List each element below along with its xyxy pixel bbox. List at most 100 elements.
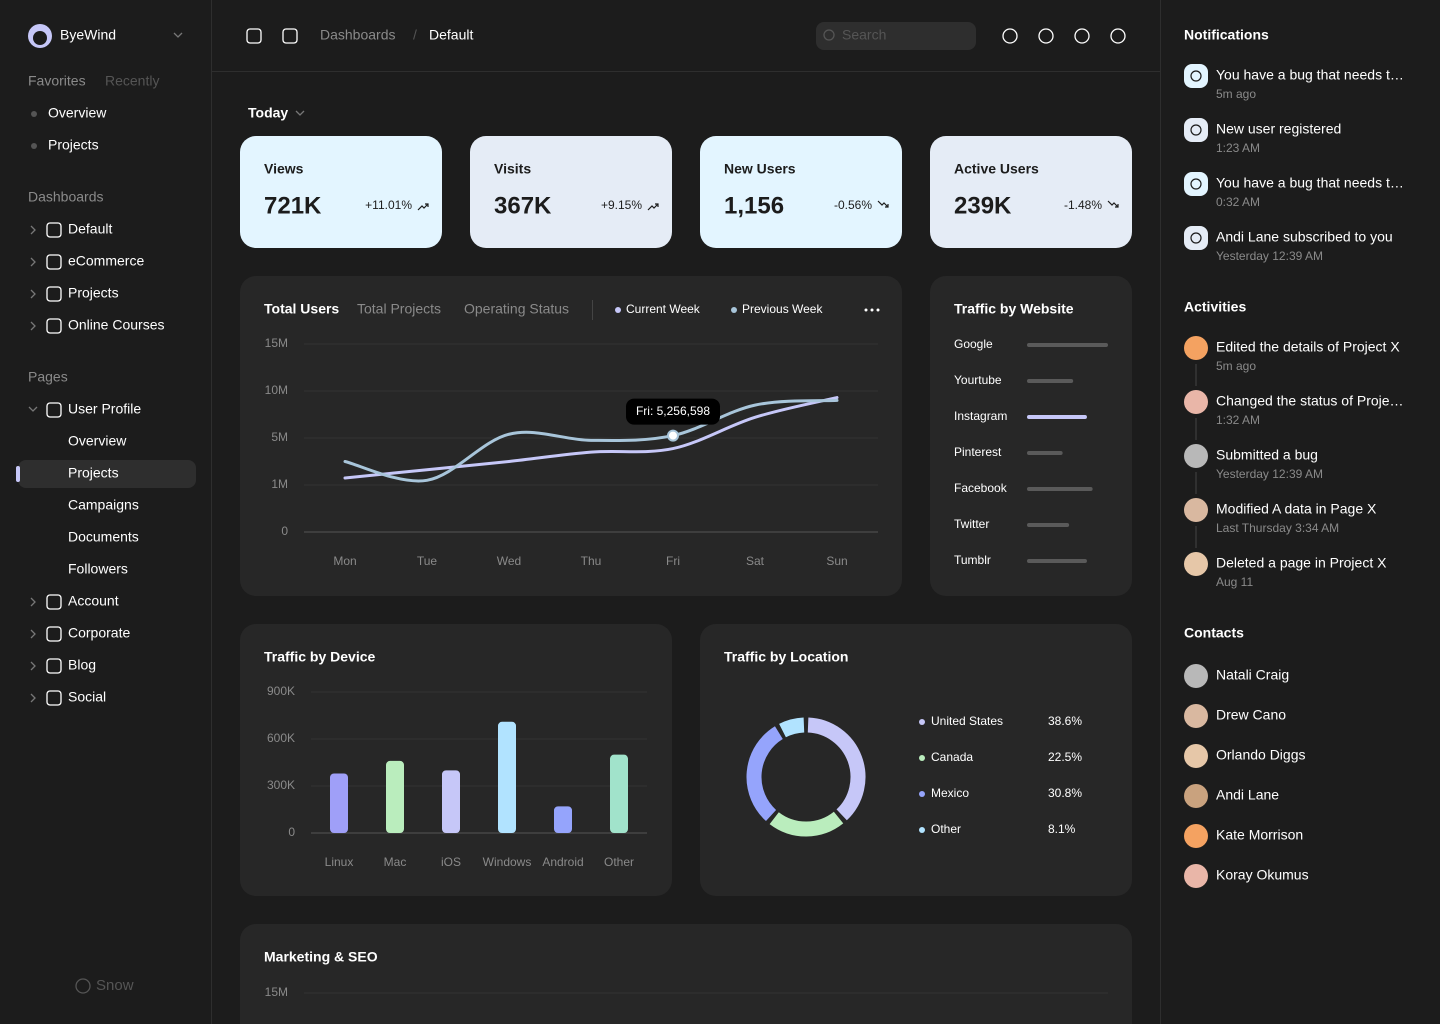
chevron[interactable] (30, 693, 36, 703)
legend-label: Previous Week (742, 302, 823, 316)
avatar (1184, 744, 1208, 768)
avatar (1184, 864, 1208, 888)
contact-name[interactable]: Natali Craig (1216, 667, 1289, 683)
trend-icon (417, 203, 429, 211)
nav-item[interactable]: Projects (48, 137, 99, 153)
more-icon[interactable] (864, 308, 868, 312)
chevron[interactable] (295, 110, 305, 116)
avatar (1184, 704, 1208, 728)
notification-text[interactable]: You have a bug that needs t… (1216, 175, 1404, 191)
donut-segment (746, 726, 784, 822)
search-box[interactable] (816, 22, 976, 50)
contact-name[interactable]: Orlando Diggs (1216, 747, 1306, 763)
contact-name[interactable]: Kate Morrison (1216, 827, 1303, 843)
tab[interactable]: Recently (105, 73, 159, 89)
glyph (1190, 232, 1202, 244)
bar-label: Yourtube (954, 373, 1002, 387)
icon[interactable] (46, 594, 62, 610)
y-tick-label: 10M (265, 383, 288, 397)
nav-item[interactable]: Corporate (68, 625, 130, 641)
nav-item[interactable]: User Profile (68, 401, 141, 417)
activity-text[interactable]: Changed the status of Proje… (1216, 393, 1404, 409)
breadcrumb[interactable]: Dashboards (320, 27, 396, 43)
icon[interactable] (46, 286, 62, 302)
contact-name[interactable]: Drew Cano (1216, 707, 1286, 723)
stat-label: Visits (494, 161, 531, 177)
chart-tab[interactable]: Total Users (264, 301, 339, 317)
tab[interactable]: Favorites (28, 73, 86, 89)
y-tick-label: 15M (265, 336, 288, 350)
nav-subitem[interactable]: Followers (68, 561, 128, 577)
breadcrumb-separator: / (413, 27, 417, 43)
nav-subitem[interactable]: Documents (68, 529, 139, 545)
stat-label: New Users (724, 161, 796, 177)
chevron[interactable] (30, 661, 36, 671)
icon[interactable] (46, 658, 62, 674)
nav-item[interactable]: Default (68, 221, 112, 237)
chevron[interactable] (173, 32, 183, 38)
more-icon[interactable] (870, 308, 874, 312)
notification-text[interactable]: Andi Lane subscribed to you (1216, 229, 1393, 245)
icon[interactable] (46, 690, 62, 706)
icon[interactable] (46, 254, 62, 270)
chevron[interactable] (28, 406, 38, 412)
activity-text[interactable]: Edited the details of Project X (1216, 339, 1400, 355)
chevron[interactable] (30, 289, 36, 299)
bar (1027, 415, 1087, 419)
avatar (1184, 664, 1208, 688)
icon[interactable] (46, 626, 62, 642)
toolbar-icon[interactable] (1074, 28, 1090, 44)
nav-item[interactable]: Account (68, 593, 119, 609)
contact-name[interactable]: Koray Okumus (1216, 867, 1309, 883)
more-icon[interactable] (876, 308, 880, 312)
chevron[interactable] (30, 225, 36, 235)
nav-subitem[interactable]: Overview (68, 433, 127, 449)
x-tick-label: Fri (666, 554, 680, 568)
nav-item[interactable]: Blog (68, 657, 96, 673)
nav-subitem[interactable]: Campaigns (68, 497, 139, 513)
brand[interactable]: ByeWind (60, 27, 116, 43)
panel-heading: Notifications (1184, 27, 1269, 43)
date-filter[interactable]: Today (248, 105, 288, 121)
x-tick-label: Mon (333, 554, 356, 568)
contact-name[interactable]: Andi Lane (1216, 787, 1279, 803)
notification-text[interactable]: New user registered (1216, 121, 1341, 137)
activity-text[interactable]: Deleted a page in Project X (1216, 555, 1387, 571)
nav-item[interactable]: Projects (68, 285, 119, 301)
toolbar-icon[interactable] (1038, 28, 1054, 44)
notification-text[interactable]: You have a bug that needs t… (1216, 67, 1404, 83)
card-title: Traffic by Website (954, 301, 1074, 317)
icon[interactable] (46, 402, 62, 418)
chevron[interactable] (30, 629, 36, 639)
nav-subitem[interactable]: Projects (68, 465, 119, 481)
bullet (31, 143, 37, 149)
glyph (1190, 178, 1202, 190)
trend-icon (877, 200, 889, 208)
nav-item[interactable]: eCommerce (68, 253, 144, 269)
icon[interactable] (282, 28, 298, 44)
stat-change: -1.48% (1064, 198, 1102, 212)
nav-item[interactable]: Overview (48, 105, 107, 121)
toolbar-icon[interactable] (1002, 28, 1018, 44)
icon[interactable] (46, 318, 62, 334)
x-tick-label: Android (542, 855, 583, 869)
chevron[interactable] (30, 597, 36, 607)
chart-tab[interactable]: Total Projects (357, 301, 441, 317)
activity-text[interactable]: Modified A data in Page X (1216, 501, 1377, 517)
toolbar-icon[interactable] (1110, 28, 1126, 44)
activity-text[interactable]: Submitted a bug (1216, 447, 1318, 463)
icon[interactable] (246, 28, 262, 44)
bar-label: Tumblr (954, 553, 991, 567)
notification-time: 1:23 AM (1216, 141, 1260, 155)
nav-item[interactable]: Online Courses (68, 317, 165, 333)
value-label: 38.6% (1048, 714, 1082, 728)
chevron[interactable] (30, 257, 36, 267)
nav-item[interactable]: Social (68, 689, 106, 705)
breadcrumb[interactable]: Default (429, 27, 473, 43)
chevron[interactable] (30, 321, 36, 331)
icon[interactable] (46, 222, 62, 238)
chart-tab[interactable]: Operating Status (464, 301, 569, 317)
card-title: Marketing & SEO (264, 949, 378, 965)
avatar (1184, 444, 1208, 468)
